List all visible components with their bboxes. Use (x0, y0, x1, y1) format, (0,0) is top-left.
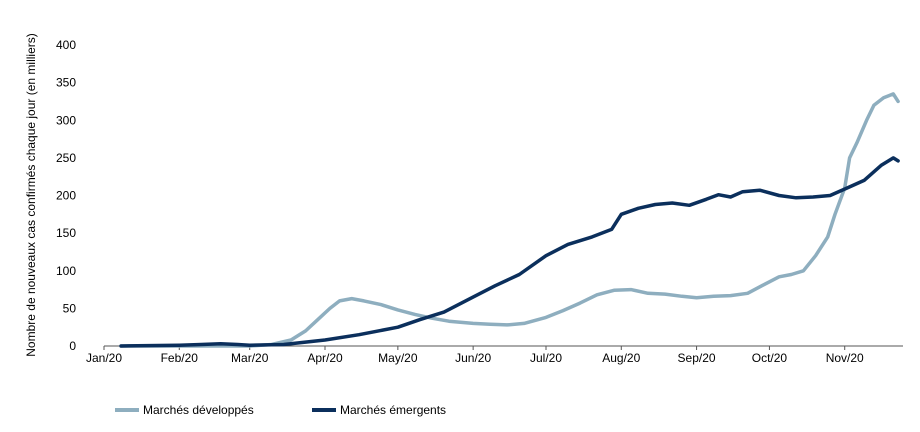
x-tick-label: Nov/20 (826, 351, 864, 365)
y-tick-label: 100 (56, 264, 76, 278)
y-tick-label: 150 (56, 226, 76, 240)
legend: Marchés développés Marchés émergents (115, 403, 446, 417)
y-tick-label: 250 (56, 151, 76, 165)
y-axis-ticks: 0 50 100 150 200 250 300 350 400 (56, 38, 76, 353)
y-tick-label: 350 (56, 76, 76, 90)
x-tick-label: Mar/20 (231, 351, 269, 365)
x-tick-label: Oct/20 (752, 351, 788, 365)
x-tick-label: May/20 (378, 351, 418, 365)
y-tick-label: 300 (56, 113, 76, 127)
y-axis-title: Nombre de nouveaux cas confirmés chaque … (24, 33, 38, 356)
x-tick-label: Jul/20 (530, 351, 562, 365)
y-tick-label: 0 (69, 339, 76, 353)
x-tick-label: Jan/20 (86, 351, 122, 365)
x-tick-label: Apr/20 (307, 351, 343, 365)
x-tick-label: Sep/20 (678, 351, 716, 365)
x-tick-label: Jun/20 (455, 351, 491, 365)
x-tick-label: Aug/20 (602, 351, 640, 365)
x-tick-label: Feb/20 (161, 351, 199, 365)
series-line-2 (119, 156, 900, 348)
y-tick-label: 400 (56, 38, 76, 52)
legend-label-1: Marchés développés (143, 403, 254, 417)
y-tick-label: 200 (56, 189, 76, 203)
y-tick-label: 50 (63, 301, 77, 315)
series-layer (119, 92, 900, 348)
x-axis-ticks: Jan/20 Feb/20 Mar/20 Apr/20 May/20 Jun/20 Jul/… (86, 346, 864, 365)
legend-label-2: Marchés émergents (340, 403, 446, 417)
series-line-1 (119, 92, 900, 348)
